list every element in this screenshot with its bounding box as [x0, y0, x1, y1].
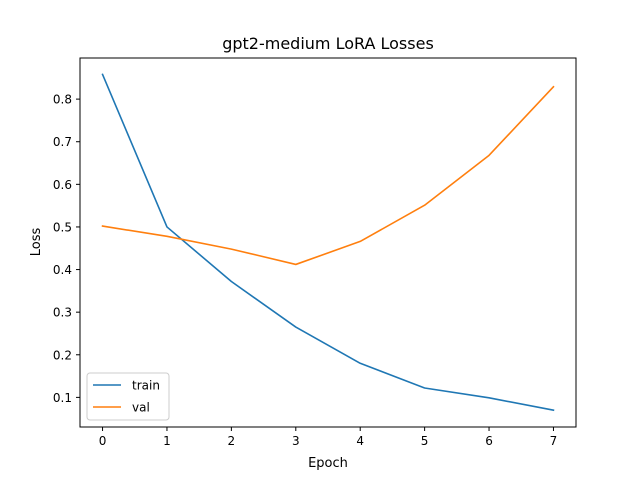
x-axis-label: Epoch — [308, 456, 348, 471]
y-tick-label: 0.1 — [53, 391, 72, 405]
x-tick-label: 2 — [228, 434, 236, 448]
y-tick-label: 0.8 — [53, 93, 72, 107]
chart-title: gpt2-medium LoRA Losses — [222, 34, 434, 53]
y-tick-label: 0.2 — [53, 348, 72, 362]
legend-label-train: train — [132, 379, 160, 393]
y-axis-ticks: 0.1 0.2 0.3 0.4 0.5 0.6 0.7 0.8 — [53, 93, 80, 405]
y-tick-label: 0.4 — [53, 263, 72, 277]
x-tick-label: 4 — [356, 434, 364, 448]
y-tick-label: 0.7 — [53, 135, 72, 149]
y-axis-label: Loss — [29, 228, 44, 257]
x-tick-label: 7 — [550, 434, 558, 448]
x-tick-label: 6 — [485, 434, 493, 448]
legend: train val — [86, 372, 170, 421]
x-tick-label: 1 — [163, 434, 171, 448]
legend-items: train val — [93, 379, 160, 415]
x-axis-ticks: 0 1 2 3 4 5 6 7 — [99, 427, 558, 448]
series-layer — [101, 73, 555, 412]
x-tick-label: 5 — [421, 434, 429, 448]
x-tick-label: 3 — [292, 434, 300, 448]
plot-area-frame — [79, 57, 577, 428]
x-tick-label: 0 — [99, 434, 107, 448]
y-tick-label: 0.5 — [53, 220, 72, 234]
series-line-train — [101, 73, 555, 412]
legend-label-val: val — [132, 401, 150, 415]
series-line-val — [101, 85, 555, 266]
y-tick-label: 0.3 — [53, 306, 72, 320]
y-tick-label: 0.6 — [53, 178, 72, 192]
